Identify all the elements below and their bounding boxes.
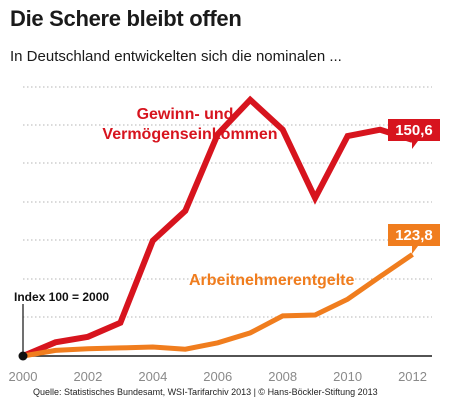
x-tick-label-2004: 2004 — [138, 369, 167, 384]
x-tick-label-2012: 2012 — [398, 369, 427, 384]
series-label-arbeitnehmer: Arbeitnehmerentgelte — [189, 272, 354, 289]
x-tick-label-2000: 2000 — [9, 369, 38, 384]
value-callout-gewinn-text: 150,6 — [395, 122, 433, 139]
chart-subtitle: In Deutschland entwickelten sich die nom… — [10, 48, 342, 65]
x-tick-label-2002: 2002 — [73, 369, 102, 384]
origin-point — [18, 351, 28, 361]
source-note: Quelle: Statistisches Bundesamt, WSI-Tar… — [33, 387, 378, 397]
chart-title: Die Schere bleibt offen — [10, 6, 242, 31]
series-label-gewinn-line2: Vermögenseinkommen — [102, 126, 277, 143]
x-tick-label-2010: 2010 — [333, 369, 362, 384]
value-callout-gewinn-box — [388, 119, 440, 149]
x-tick-label-2008: 2008 — [268, 369, 297, 384]
series-label-gewinn-line1: Gewinn- und — [137, 106, 234, 123]
value-callout-arbeitnehmer-box — [388, 224, 440, 254]
value-callout-arbeitnehmer-text: 123,8 — [395, 227, 433, 244]
x-tick-label-2006: 2006 — [203, 369, 232, 384]
index-annotation: Index 100 = 2000 — [14, 290, 109, 304]
